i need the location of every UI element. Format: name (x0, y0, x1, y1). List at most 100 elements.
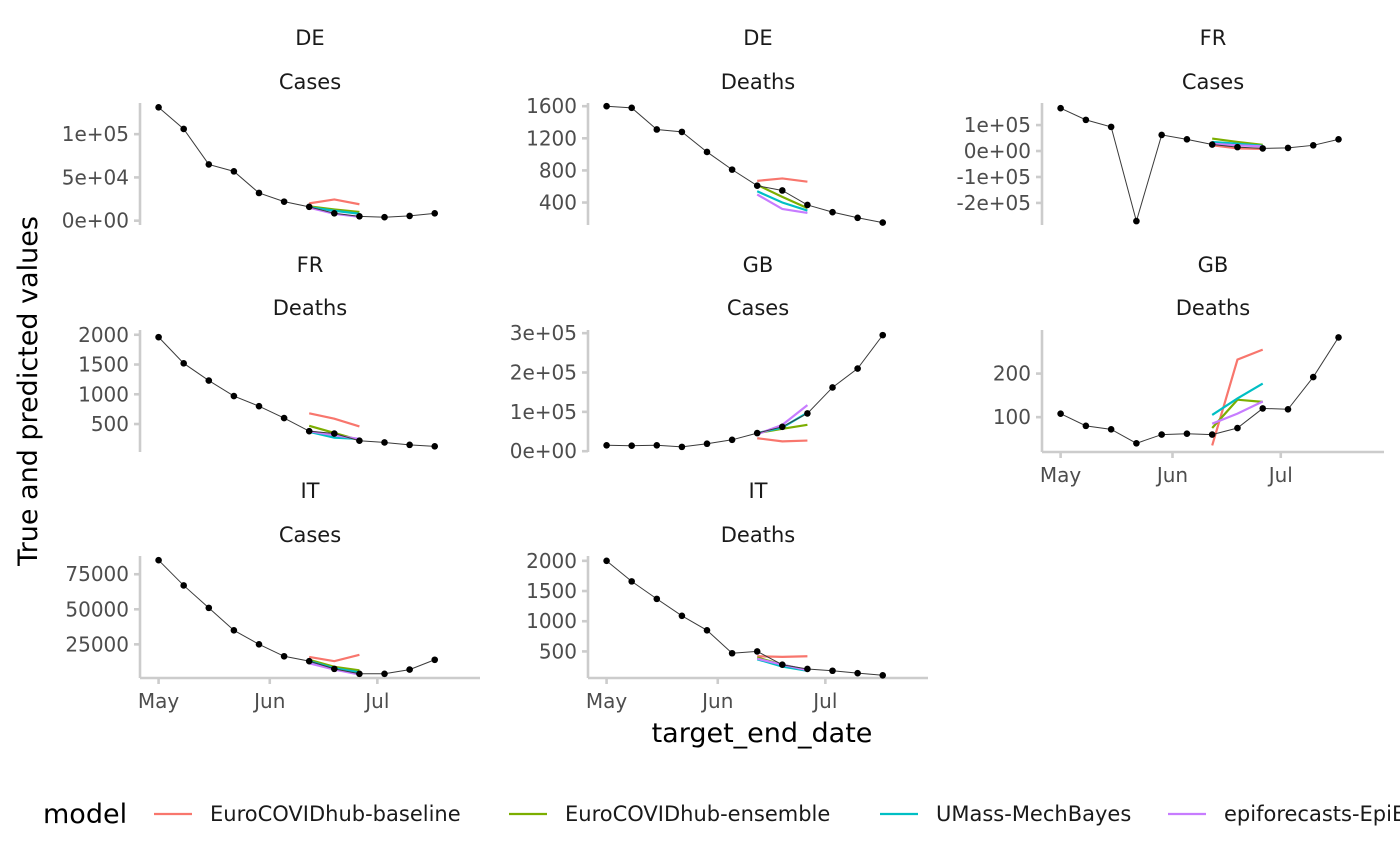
truth-point (804, 665, 811, 673)
forecast-line-1 (757, 177, 808, 183)
y-tick-label: 2000 (78, 323, 129, 347)
truth-point (603, 557, 610, 565)
truth-point (1158, 431, 1165, 438)
truth-point (1183, 430, 1191, 438)
x-tick-label: Jun (252, 689, 285, 713)
truth-point (728, 436, 736, 444)
truth-point (879, 331, 887, 339)
legend-label: EuroCOVIDhub-baseline (210, 802, 461, 826)
truth-point (155, 556, 162, 564)
forecast-line-1 (1211, 348, 1264, 446)
y-tick-label: 3e+05 (510, 321, 577, 345)
truth-point (653, 126, 661, 133)
truth-point (230, 627, 238, 634)
y-tick-label: 100 (993, 405, 1031, 429)
truth-point (854, 214, 861, 222)
truth-point (230, 392, 238, 400)
truth-point (1234, 424, 1241, 432)
strip-target: Cases (279, 70, 341, 94)
y-tick-label: 1500 (526, 579, 577, 603)
truth-line (1060, 107, 1339, 223)
truth-point (1082, 422, 1090, 430)
legend-label: UMass-MechBayes (936, 802, 1131, 826)
legend-title: model (43, 799, 127, 830)
y-tick-label: 500 (539, 639, 577, 663)
truth-point (603, 442, 610, 449)
truth-point (431, 210, 439, 217)
truth-point (603, 102, 610, 110)
forecast-line-1 (308, 412, 360, 428)
truth-point (1183, 136, 1191, 143)
y-tick-label: 1e+05 (964, 113, 1031, 137)
strip-location: IT (300, 479, 319, 503)
strip-target: Cases (1182, 70, 1244, 94)
truth-point (356, 670, 363, 678)
truth-point (804, 201, 811, 209)
truth-point (1284, 144, 1292, 152)
x-tick-label: Jun (700, 689, 733, 713)
x-tick-label: Jul (363, 689, 389, 713)
y-tick-label: 1e+05 (62, 122, 129, 146)
panel-de-cases: DE Cases 0e+00 5e+04 1e+05 (62, 26, 439, 233)
strip-location: DE (295, 26, 324, 50)
truth-point (753, 648, 761, 655)
truth-point (230, 168, 238, 175)
y-tick-label: 2e+05 (510, 361, 577, 385)
truth-point (1309, 373, 1317, 381)
y-tick-label: 75000 (65, 562, 129, 586)
truth-point (753, 182, 761, 189)
forecast-line-1 (757, 437, 808, 443)
truth-point (305, 203, 313, 211)
truth-point (854, 669, 861, 677)
forecast-line-2 (756, 183, 808, 210)
truth-point (628, 578, 635, 585)
legend: model EuroCOVIDhub-baseline EuroCOVIDhub-… (43, 799, 1400, 830)
truth-point (205, 377, 213, 384)
truth-point (280, 414, 288, 422)
forecast-line-4 (756, 193, 808, 215)
strip-location: FR (297, 253, 324, 277)
truth-point (255, 641, 263, 648)
strip-location: GB (743, 253, 774, 277)
y-tick-label: 1200 (526, 126, 577, 150)
truth-point (1133, 217, 1140, 225)
forecast-line-1 (309, 653, 360, 663)
y-tick-label: -1e+05 (957, 165, 1031, 189)
truth-point (305, 657, 313, 665)
truth-point (1309, 142, 1317, 149)
truth-line (158, 106, 435, 218)
truth-point (381, 213, 388, 221)
x-tick-label: May (138, 689, 180, 713)
y-tick-label: 800 (539, 158, 577, 182)
panel-gb-deaths: GB Deaths May Jun Jul 100 200 (993, 253, 1384, 487)
truth-line (606, 334, 884, 448)
y-tick-label: 0e+00 (510, 439, 577, 463)
truth-point (1208, 141, 1216, 148)
truth-point (331, 665, 338, 673)
truth-point (753, 429, 761, 437)
panel-it-deaths: IT Deaths May Jun Jul 500 1000 1500 2000 (526, 479, 928, 713)
y-tick-label: 1000 (78, 382, 129, 406)
truth-point (180, 582, 187, 589)
y-tick-label: 200 (993, 362, 1031, 386)
forecast-line-2 (1212, 137, 1263, 146)
y-tick-label: 0e+00 (62, 209, 129, 233)
truth-point (653, 442, 661, 449)
x-tick-label: May (586, 689, 628, 713)
truth-point (678, 128, 686, 136)
truth-point (1133, 439, 1140, 447)
y-tick-label: 25000 (65, 632, 129, 656)
truth-point (703, 148, 711, 156)
panel-gb-cases: GB Cases 0e+00 1e+05 2e+05 3e+05 (510, 253, 887, 463)
y-tick-label: 2000 (526, 549, 577, 573)
truth-point (381, 439, 388, 446)
truth-point (779, 423, 786, 431)
truth-point (1335, 136, 1342, 143)
legend-label: epiforecasts-EpiExpert (1224, 802, 1400, 826)
panel-de-deaths: DE Deaths 400 800 1200 1600 (526, 26, 887, 226)
strip-location: FR (1200, 26, 1227, 50)
strip-target: Deaths (273, 296, 347, 320)
truth-point (728, 166, 736, 173)
truth-point (628, 442, 635, 450)
